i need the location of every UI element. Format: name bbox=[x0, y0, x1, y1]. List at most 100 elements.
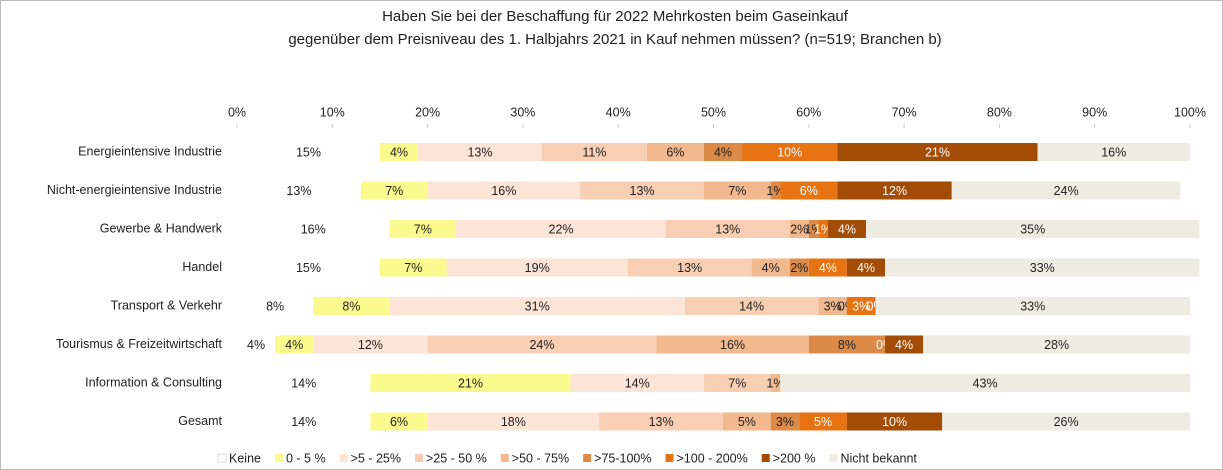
bar-segment bbox=[770, 374, 781, 392]
bar-segment bbox=[846, 258, 886, 277]
chart-title: Haben Sie bei der Beschaffung für 2022 M… bbox=[382, 8, 849, 25]
y-tick-label: Information & Consulting bbox=[85, 375, 222, 389]
bar-segment bbox=[313, 297, 390, 315]
data-label: 1% bbox=[766, 184, 784, 198]
data-label: 7% bbox=[404, 261, 422, 275]
data-label: 22% bbox=[549, 222, 574, 236]
data-label: 13% bbox=[677, 261, 702, 275]
bar-segment bbox=[808, 220, 819, 238]
x-tick-label: 80% bbox=[987, 105, 1012, 119]
data-label: 10% bbox=[882, 415, 907, 429]
data-label: 43% bbox=[973, 376, 998, 390]
x-tick-label: 50% bbox=[701, 105, 726, 119]
legend-label: >75-100% bbox=[594, 451, 651, 465]
bar-segment bbox=[379, 143, 419, 161]
bar-segment bbox=[808, 335, 886, 354]
legend-swatch bbox=[274, 454, 283, 462]
bar-segment bbox=[456, 220, 666, 238]
bar-segment bbox=[237, 143, 380, 161]
data-label: 13% bbox=[715, 222, 740, 236]
bar-segment bbox=[923, 335, 1190, 354]
legend-label: >200 % bbox=[773, 451, 816, 465]
bar-segment bbox=[846, 412, 943, 431]
legend-swatch bbox=[339, 454, 348, 462]
bar-segment bbox=[237, 220, 390, 238]
data-label: 4% bbox=[895, 338, 913, 352]
data-label: 15% bbox=[296, 145, 321, 159]
legend-swatch bbox=[829, 454, 838, 462]
data-label: 2% bbox=[790, 261, 808, 275]
data-label: 6% bbox=[666, 145, 684, 159]
bar-segment bbox=[951, 181, 1181, 200]
y-tick-label: Handel bbox=[182, 260, 222, 274]
data-label: 13% bbox=[286, 184, 311, 198]
bar-segment bbox=[789, 258, 809, 277]
data-label: 10% bbox=[777, 145, 802, 159]
x-tick-label: 40% bbox=[606, 105, 631, 119]
y-tick-label: Gesamt bbox=[178, 414, 222, 428]
data-label: 4% bbox=[285, 338, 303, 352]
data-label: 4% bbox=[390, 145, 408, 159]
bar-segment bbox=[418, 143, 542, 161]
bar-segment bbox=[684, 297, 819, 315]
data-label: 33% bbox=[1030, 261, 1055, 275]
data-label: 8% bbox=[342, 299, 360, 313]
data-label: 4% bbox=[247, 338, 265, 352]
data-label: 4% bbox=[762, 261, 780, 275]
y-tick-label: Transport & Verkehr bbox=[111, 298, 222, 312]
data-label: 3% bbox=[776, 415, 794, 429]
data-label: 14% bbox=[291, 415, 316, 429]
bar-segment bbox=[646, 143, 704, 161]
legend-label: >50 - 75% bbox=[512, 451, 569, 465]
bar-segment bbox=[370, 412, 428, 431]
data-label: 5% bbox=[814, 415, 832, 429]
bar-segment bbox=[865, 220, 1200, 238]
bar-segment bbox=[703, 181, 771, 200]
data-label: 18% bbox=[501, 415, 526, 429]
x-tick-label: 0% bbox=[228, 105, 246, 119]
bar-segment bbox=[237, 258, 380, 277]
bar-segment bbox=[427, 181, 581, 200]
bar-segment bbox=[837, 181, 952, 200]
data-label: 19% bbox=[525, 261, 550, 275]
bar-segment bbox=[389, 297, 685, 315]
data-label: 7% bbox=[728, 376, 746, 390]
bar-segment bbox=[885, 335, 924, 354]
legend-label: 0 - 5 % bbox=[286, 451, 326, 465]
bar-segment bbox=[789, 220, 809, 238]
data-label: 16% bbox=[491, 184, 516, 198]
data-label: 13% bbox=[467, 145, 492, 159]
legend-swatch bbox=[761, 454, 770, 462]
data-label: 31% bbox=[525, 299, 550, 313]
data-label: 24% bbox=[1054, 184, 1079, 198]
data-label: 1% bbox=[814, 222, 832, 236]
data-label: 12% bbox=[358, 338, 383, 352]
bar-segment bbox=[360, 181, 428, 200]
bar-segment bbox=[237, 374, 371, 392]
data-label: 21% bbox=[458, 376, 483, 390]
data-label: 14% bbox=[291, 376, 316, 390]
bar-segment bbox=[627, 258, 752, 277]
bar-segment bbox=[780, 181, 838, 200]
data-label: 15% bbox=[296, 261, 321, 275]
bar-segment bbox=[818, 297, 847, 315]
bar-segment bbox=[541, 143, 647, 161]
legend-swatch bbox=[665, 454, 674, 462]
data-label: 13% bbox=[630, 184, 655, 198]
bar-segment bbox=[237, 412, 371, 431]
bar-segment bbox=[656, 335, 809, 354]
data-label: 16% bbox=[1101, 145, 1126, 159]
legend-label: Nicht bekannt bbox=[840, 451, 917, 465]
data-label: 7% bbox=[385, 184, 403, 198]
legend-label: >25 - 50 % bbox=[426, 451, 487, 465]
x-tick-label: 100% bbox=[1174, 105, 1206, 119]
bar-segment bbox=[389, 220, 457, 238]
bar-segment bbox=[875, 297, 1190, 315]
y-tick-label: Nicht-energieintensive Industrie bbox=[47, 183, 222, 197]
bar-segment bbox=[665, 220, 790, 238]
data-label: 7% bbox=[414, 222, 432, 236]
bar-segment bbox=[237, 297, 314, 315]
bar-segment bbox=[751, 258, 790, 277]
data-label: 3% bbox=[824, 299, 842, 313]
bar-segment bbox=[313, 335, 428, 354]
